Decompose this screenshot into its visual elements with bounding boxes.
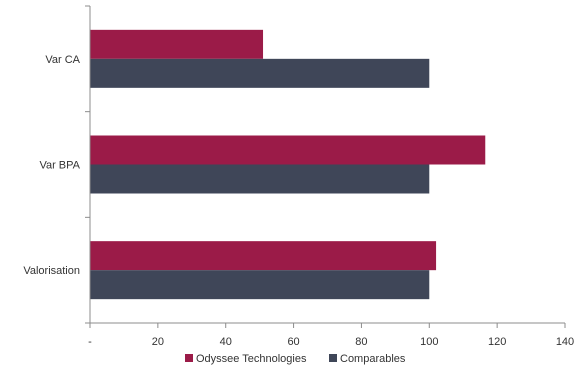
bar-odyssee-technologies-0 xyxy=(90,29,264,59)
x-tick-label-6: 120 xyxy=(488,336,506,348)
x-tick-label-3: 60 xyxy=(287,336,299,348)
x-tick-label-7: 140 xyxy=(556,336,574,348)
bar-comparables-0 xyxy=(90,58,430,88)
axes-group: Var CA Var BPA Valorisation - 20 40 60 80 100 120… xyxy=(23,5,574,348)
category-label-0: Var CA xyxy=(45,54,80,66)
legend-swatch-odyssee-technologies xyxy=(185,354,193,362)
category-label-1: Var BPA xyxy=(39,160,80,172)
x-tick-label-1: 20 xyxy=(152,336,164,348)
bar-comparables-2 xyxy=(90,270,430,300)
x-tick-label-4: 80 xyxy=(355,336,367,348)
bars-group xyxy=(90,29,486,300)
legend-label-comparables: Comparables xyxy=(340,353,406,365)
legend-label-odyssee-technologies: Odyssee Technologies xyxy=(196,353,307,365)
x-tick-label-5: 100 xyxy=(420,336,438,348)
bar-comparables-1 xyxy=(90,164,430,194)
bar-odyssee-technologies-2 xyxy=(90,241,437,271)
legend-swatch-comparables xyxy=(329,354,337,362)
x-tick-label-0: - xyxy=(88,336,92,348)
legend: Odyssee Technologies Comparables xyxy=(185,353,406,365)
bar-odyssee-technologies-1 xyxy=(90,135,486,165)
category-label-2: Valorisation xyxy=(23,265,80,277)
x-tick-label-2: 40 xyxy=(220,336,232,348)
